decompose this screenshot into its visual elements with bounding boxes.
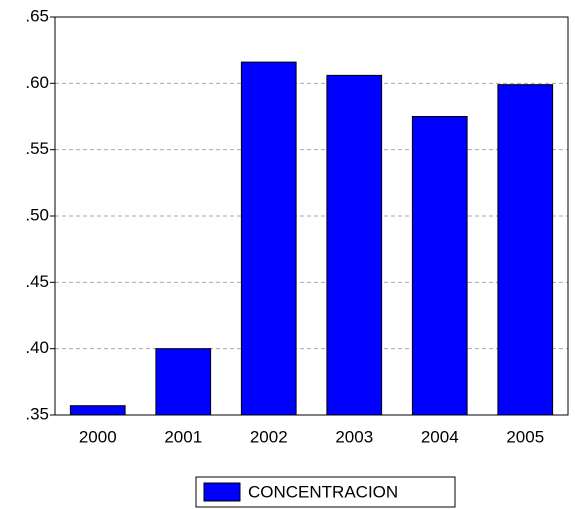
y-tick-label: .40 <box>25 338 49 357</box>
plot-frame <box>54 16 569 416</box>
x-tick-label: 2003 <box>335 427 373 446</box>
y-tick-label: .60 <box>25 73 49 92</box>
y-tick-label: .45 <box>25 272 49 291</box>
x-tick-label: 2002 <box>250 427 288 446</box>
bar <box>326 74 383 416</box>
x-tick-label: 2005 <box>506 427 544 446</box>
bar <box>411 116 468 416</box>
bar <box>240 61 297 416</box>
x-tick-label: 2001 <box>164 427 202 446</box>
legend-swatch <box>203 482 241 502</box>
x-tick-label: 2000 <box>79 427 117 446</box>
legend-label: CONCENTRACION <box>248 482 398 501</box>
bar <box>155 348 212 416</box>
y-tick-label: .35 <box>25 404 49 423</box>
y-tick-label: .50 <box>25 205 49 224</box>
bar <box>69 405 126 416</box>
y-tick-label: .65 <box>25 6 49 25</box>
x-tick-label: 2004 <box>421 427 459 446</box>
bar <box>497 84 554 416</box>
y-tick-label: .55 <box>25 139 49 158</box>
